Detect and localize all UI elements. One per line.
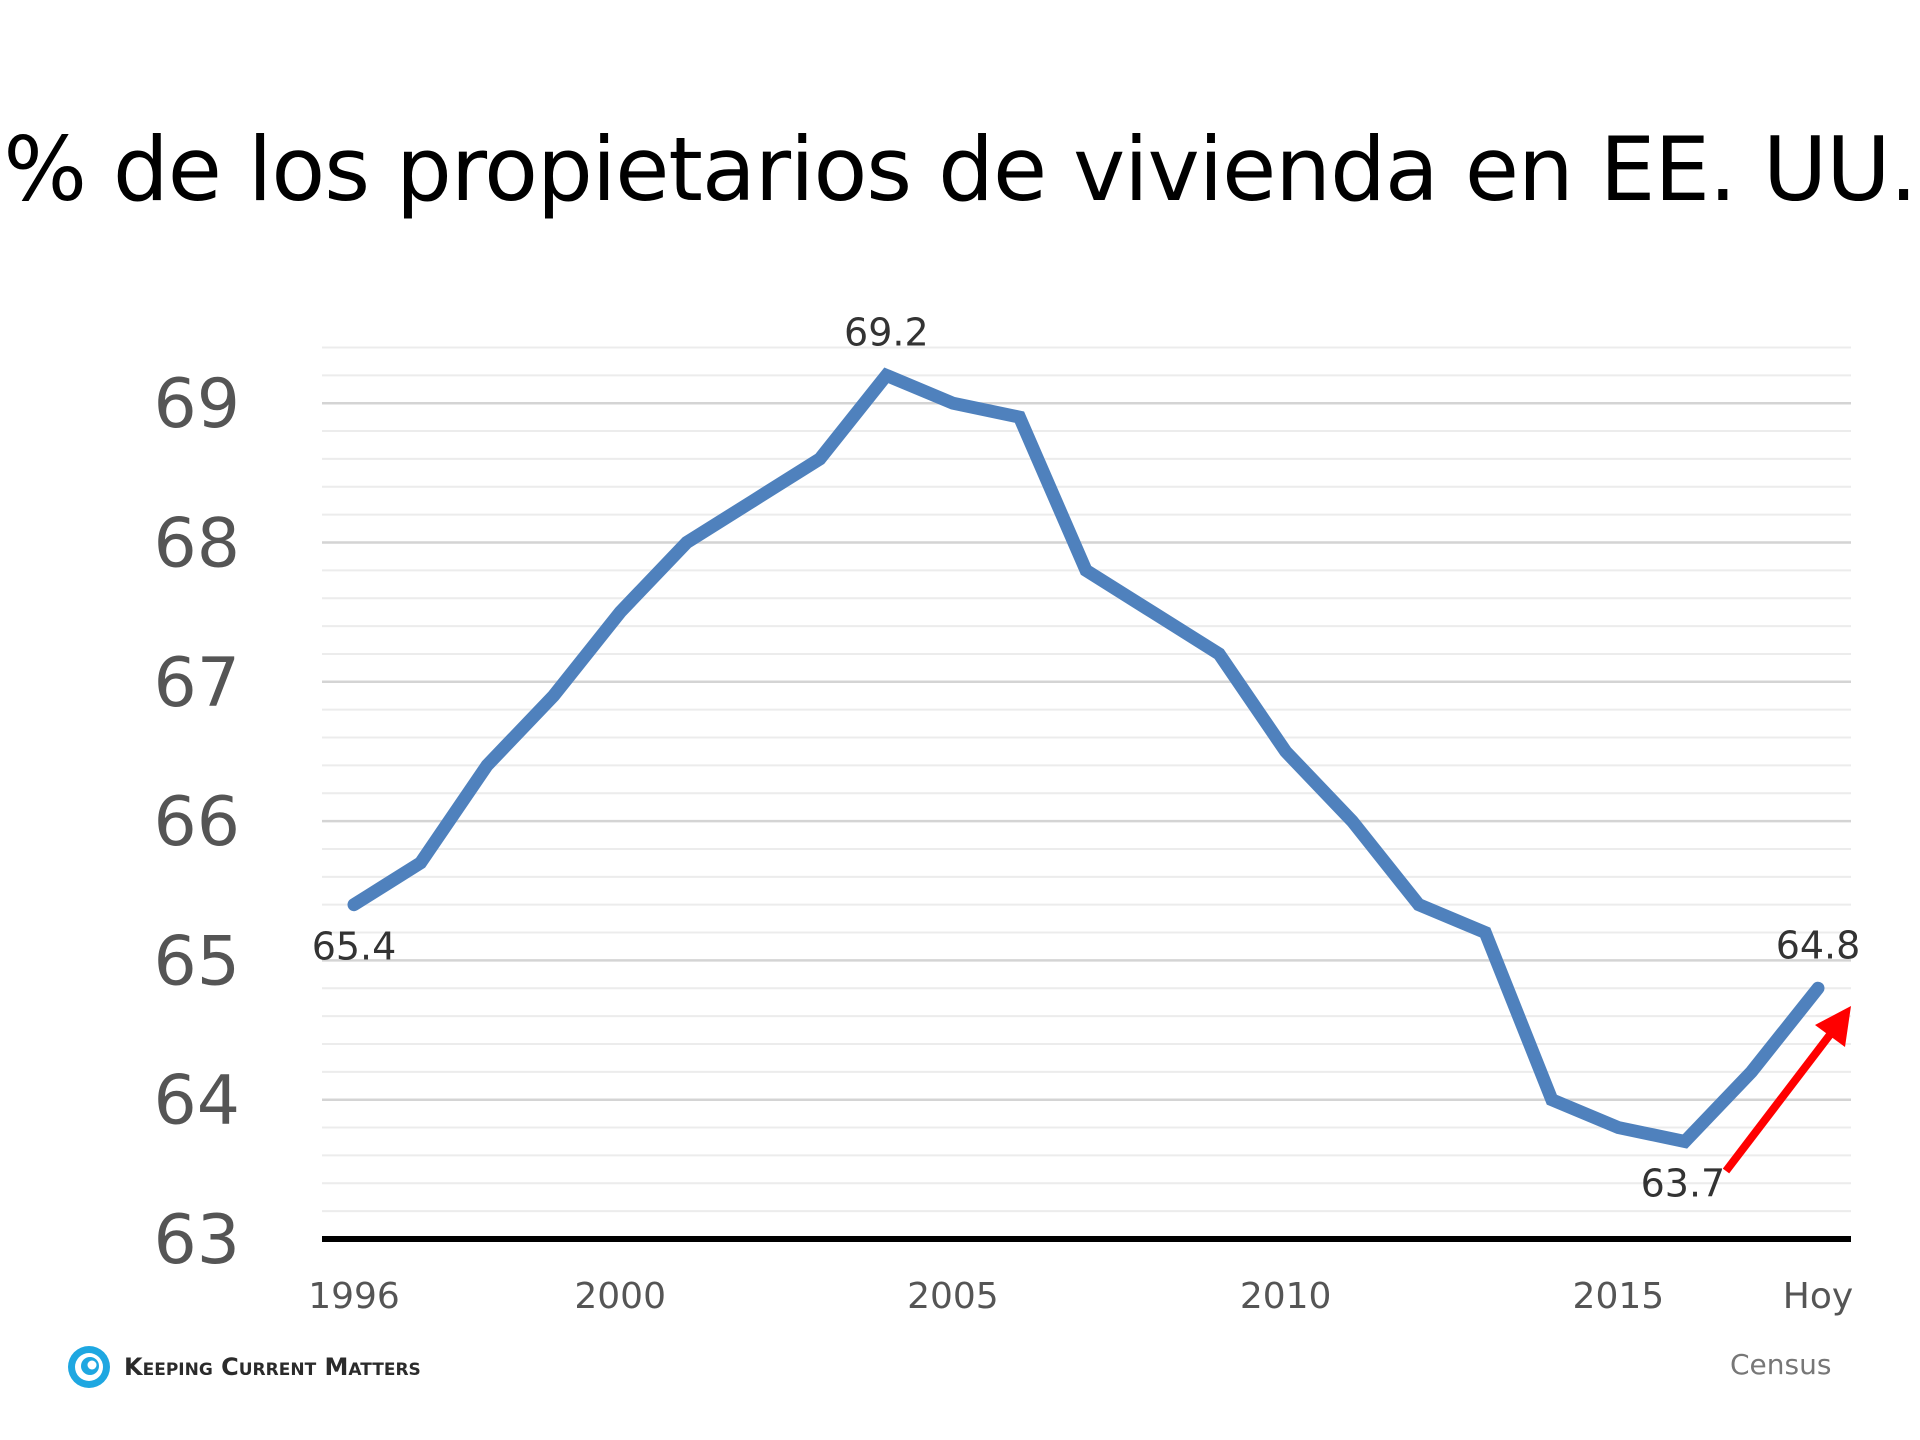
x-tick-label: 1996 — [308, 1276, 400, 1317]
data-label: 69.2 — [844, 310, 929, 354]
x-tick-label: 2010 — [1240, 1276, 1332, 1317]
y-tick-label: 67 — [153, 644, 240, 723]
logo-text: Keeping Current Matters — [124, 1353, 421, 1381]
data-label: 64.8 — [1776, 923, 1861, 967]
series-line — [347, 367, 1825, 1149]
y-tick-label: 65 — [153, 922, 240, 1001]
swirl-logo-icon — [68, 1346, 110, 1388]
source-label: Census — [1730, 1348, 1832, 1381]
trend-arrow-head-icon — [1815, 1006, 1851, 1047]
x-tick-label: 2005 — [907, 1276, 999, 1317]
y-tick-label: 68 — [153, 505, 240, 584]
x-tick-label: 2000 — [574, 1276, 666, 1317]
y-tick-label: 69 — [153, 365, 240, 444]
y-tick-label: 66 — [153, 783, 240, 862]
logo: Keeping Current Matters — [66, 1344, 421, 1390]
data-label: 65.4 — [312, 925, 397, 969]
trend-arrow-shaft — [1722, 1029, 1836, 1174]
x-tick-label: 2015 — [1573, 1276, 1665, 1317]
data-label: 63.7 — [1641, 1161, 1726, 1205]
x-tick-label: Hoy — [1783, 1276, 1853, 1317]
y-tick-label: 63 — [153, 1201, 240, 1280]
y-tick-label: 64 — [153, 1062, 240, 1141]
chart-title: % de los propietarios de vivienda en EE.… — [3, 118, 1917, 221]
